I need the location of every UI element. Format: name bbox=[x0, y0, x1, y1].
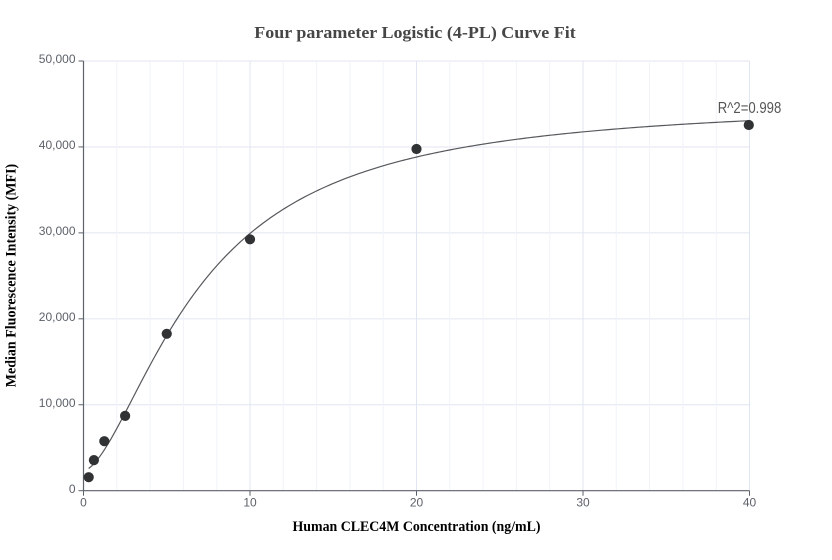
svg-text:Human CLEC4M Concentration (ng: Human CLEC4M Concentration (ng/mL) bbox=[293, 519, 541, 535]
svg-text:0: 0 bbox=[69, 482, 76, 496]
svg-text:20,000: 20,000 bbox=[39, 310, 76, 324]
svg-text:R^2=0.998: R^2=0.998 bbox=[718, 100, 782, 117]
svg-text:30: 30 bbox=[576, 495, 590, 509]
svg-text:Four parameter Logistic (4-PL): Four parameter Logistic (4-PL) Curve Fit bbox=[254, 23, 576, 42]
svg-text:Median Fluorescence Intensity: Median Fluorescence Intensity (MFI) bbox=[3, 164, 19, 387]
svg-text:20: 20 bbox=[410, 495, 424, 509]
svg-text:10: 10 bbox=[243, 495, 257, 509]
svg-text:30,000: 30,000 bbox=[39, 224, 76, 238]
svg-text:10,000: 10,000 bbox=[39, 396, 76, 410]
svg-text:40,000: 40,000 bbox=[39, 138, 76, 152]
svg-text:40: 40 bbox=[743, 495, 757, 509]
svg-text:0: 0 bbox=[80, 495, 87, 509]
svg-text:50,000: 50,000 bbox=[39, 52, 76, 66]
